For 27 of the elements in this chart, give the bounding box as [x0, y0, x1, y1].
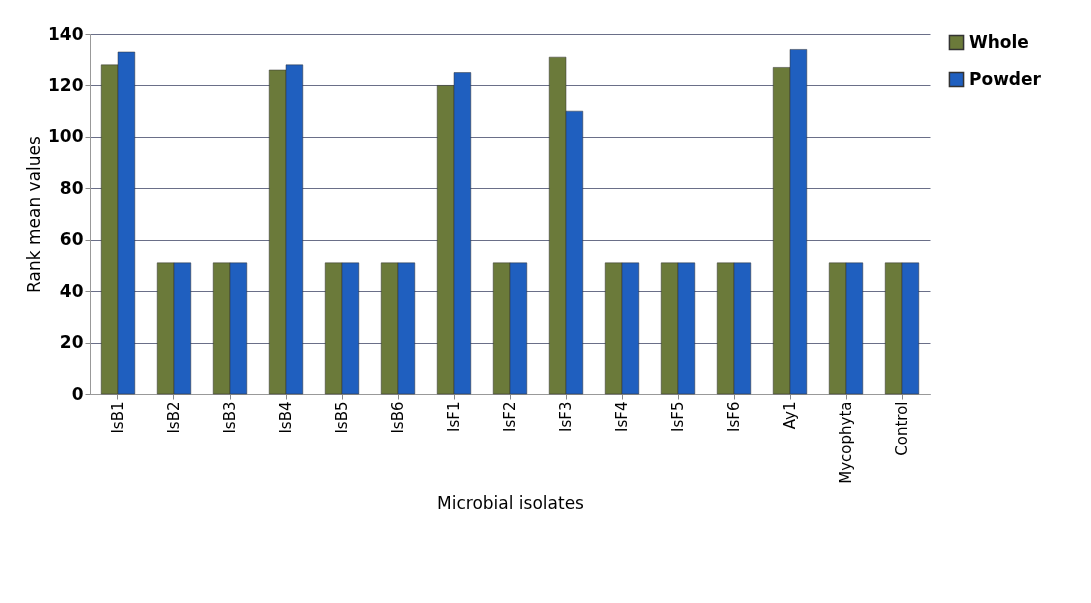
y-tick-label: 80: [59, 177, 84, 198]
x-tick-label: IsB6: [389, 401, 407, 434]
x-tick-label: IsF4: [613, 401, 631, 432]
y-tick-label: 40: [59, 280, 84, 301]
x-tick-label: IsB4: [277, 401, 295, 434]
x-tick-label: Ay1: [781, 401, 799, 430]
x-tick-label: Control: [893, 401, 911, 456]
legend-label: Whole: [969, 31, 1029, 52]
x-tick-label: IsF3: [557, 401, 575, 432]
y-tick-label: 0: [71, 383, 84, 404]
x-tick-label: IsB5: [333, 401, 351, 434]
x-axis-title: Microbial isolates: [437, 492, 585, 513]
y-tick-label: 60: [59, 229, 84, 250]
x-tick-label: Mycophyta: [837, 401, 855, 484]
x-tick-label: IsF1: [445, 401, 463, 432]
x-tick-label: IsF2: [501, 401, 519, 432]
x-tick-label: IsB1: [109, 401, 127, 434]
y-axis-title: Rank mean values: [24, 135, 45, 293]
x-tick-label: IsF5: [669, 401, 687, 432]
y-tick-label: 100: [48, 126, 84, 147]
y-tick-label: 140: [48, 23, 84, 44]
x-tick-label: IsB2: [165, 401, 183, 434]
y-tick-label: 120: [48, 74, 84, 95]
x-tick-label: IsF6: [725, 401, 743, 432]
x-tick-label: IsB3: [221, 401, 239, 434]
legend-label: Powder: [969, 68, 1042, 89]
y-tick-label: 20: [59, 332, 84, 353]
